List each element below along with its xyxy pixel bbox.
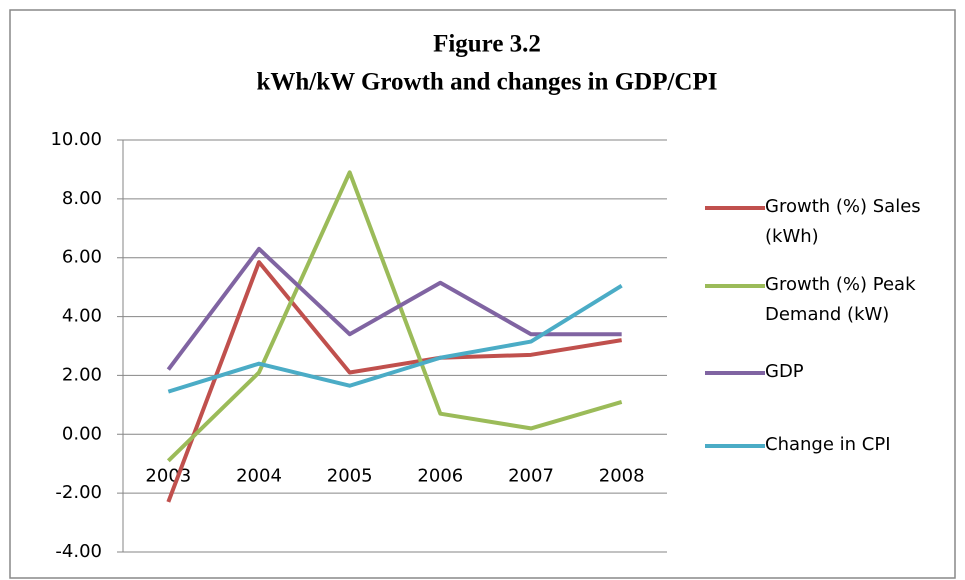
chart-title: Figure 3.2 xyxy=(433,31,541,58)
legend-label: Growth (%) Sales (kWh) xyxy=(765,196,921,247)
y-tick-label: 4.00 xyxy=(62,306,102,327)
legend-swatch xyxy=(705,284,765,288)
y-tick-label: -4.00 xyxy=(55,541,102,562)
legend-swatch xyxy=(705,371,765,375)
series-line xyxy=(166,260,622,503)
legend-item: Growth (%) Peak Demand (kW) xyxy=(705,273,945,330)
legend-swatch xyxy=(705,206,765,210)
x-tick-label: 2008 xyxy=(599,465,645,486)
legend-label: Change in CPI xyxy=(765,434,891,455)
legend-label: Growth (%) Peak Demand (kW) xyxy=(765,274,916,325)
series-line xyxy=(167,283,623,394)
x-tick-label: 2006 xyxy=(417,465,463,486)
series-line xyxy=(166,170,623,463)
chart-subtitle: kWh/kW Growth and changes in GDP/CPI xyxy=(257,69,718,96)
y-tick-label: 10.00 xyxy=(50,129,102,150)
legend-item: Growth (%) Sales (kWh) xyxy=(705,195,945,252)
y-tick-label: 8.00 xyxy=(62,188,102,209)
y-tick-label: -2.00 xyxy=(55,482,102,503)
x-tick-label: 2004 xyxy=(236,465,282,486)
y-tick-label: 2.00 xyxy=(62,364,102,385)
y-tick-label: 0.00 xyxy=(62,423,102,444)
x-tick-label: 2003 xyxy=(145,465,191,486)
legend-swatch xyxy=(705,444,765,448)
x-tick-label: 2005 xyxy=(327,465,373,486)
x-tick-label: 2007 xyxy=(508,465,554,486)
y-tick-label: 6.00 xyxy=(62,247,102,268)
legend-label: GDP xyxy=(765,361,804,382)
legend-item: Change in CPI xyxy=(705,433,945,460)
chart-border xyxy=(9,9,956,579)
legend-item: GDP xyxy=(705,360,945,387)
